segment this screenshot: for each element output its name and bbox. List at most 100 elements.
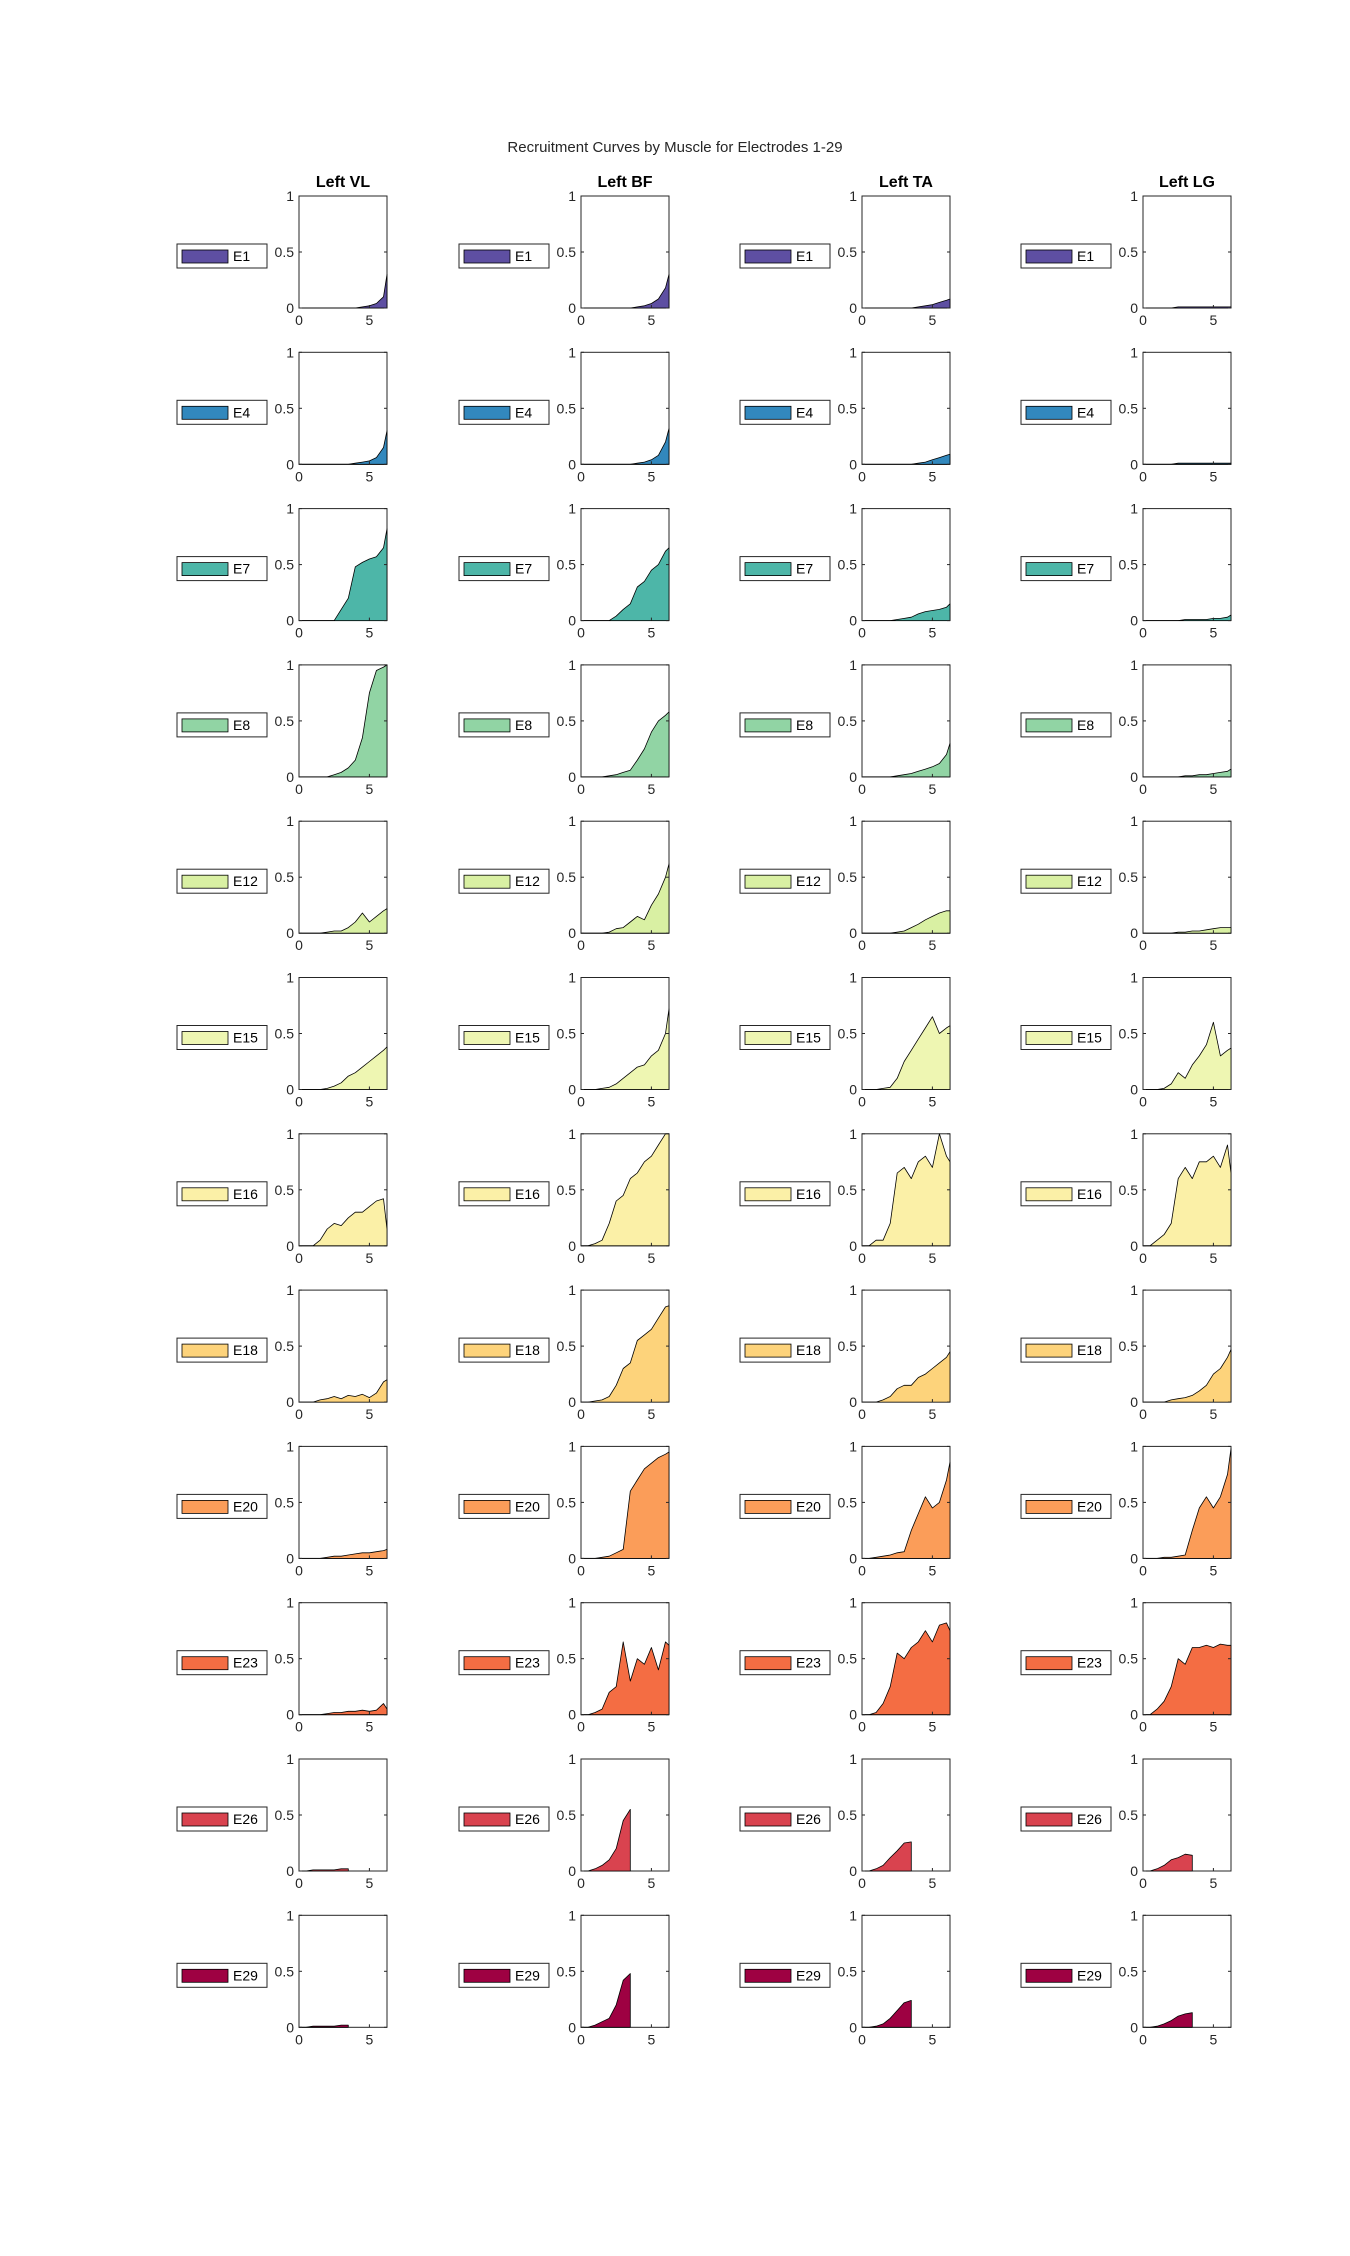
- y-tick-label: 0.5: [275, 400, 295, 416]
- legend-label: E18: [796, 1342, 821, 1358]
- y-tick-label: 0: [568, 456, 576, 472]
- y-tick-label: 1: [1130, 344, 1138, 360]
- axes-box: [861, 508, 951, 622]
- legend-label: E1: [796, 248, 813, 264]
- x-tick-label: 5: [648, 312, 656, 328]
- legend-label: E12: [1077, 873, 1102, 889]
- y-tick-label: 1: [849, 1126, 857, 1142]
- legend-e4: E4: [1020, 399, 1112, 425]
- y-tick-label: 0.5: [838, 557, 858, 573]
- legend-swatch: [463, 874, 511, 889]
- x-tick-label: 0: [295, 1562, 303, 1578]
- y-tick-label: 0.5: [1119, 713, 1139, 729]
- legend-e1: E1: [1020, 243, 1112, 269]
- y-tick-label: 0.5: [275, 1807, 295, 1823]
- y-tick-label: 0.5: [838, 1651, 858, 1667]
- legend-swatch: [181, 1500, 229, 1514]
- legend-label: E8: [515, 717, 532, 733]
- legend-swatch: [1025, 1968, 1073, 1983]
- legend-label: E4: [515, 404, 532, 420]
- x-tick-label: 0: [577, 1875, 585, 1891]
- y-tick-label: 0: [1130, 300, 1138, 316]
- panel-e23-left-lg: 0 0.5 1 0 5 E23: [1020, 1595, 1232, 1735]
- legend-e15: E15: [1020, 1025, 1112, 1050]
- legend-label: E23: [233, 1655, 258, 1671]
- legend-label: E12: [233, 873, 258, 889]
- x-tick-label: 5: [648, 1875, 656, 1891]
- panel-e12-left-lg: 0 0.5 1 0 5 E12: [1020, 813, 1232, 953]
- panel-e7-left-vl: 0 0.5 1 0 5 E7: [176, 501, 388, 641]
- y-tick-label: 0.5: [838, 869, 858, 885]
- panel-e29-left-vl: 0 0.5 1 0 5 E29: [176, 1907, 388, 2047]
- y-tick-label: 0: [568, 769, 576, 785]
- legend-e7: E7: [1020, 556, 1112, 582]
- y-tick-label: 0.5: [838, 1807, 858, 1823]
- panel-e26-left-vl: 0 0.5 1 0 5 E26: [176, 1751, 388, 1891]
- legend-swatch: [1025, 1031, 1073, 1045]
- legend-e23: E23: [1020, 1650, 1112, 1676]
- axes-box: [298, 1289, 388, 1403]
- legend-e12: E12: [1020, 868, 1112, 894]
- area-series: [1142, 306, 1232, 309]
- legend-swatch: [1025, 562, 1073, 576]
- y-tick-label: 0.5: [557, 1494, 577, 1510]
- area-series: [580, 711, 670, 778]
- y-tick-label: 0.5: [557, 1651, 577, 1667]
- y-tick-label: 1: [849, 1907, 857, 1923]
- area-series: [580, 863, 670, 934]
- legend-e23: E23: [739, 1650, 831, 1676]
- y-tick-label: 0: [849, 1394, 857, 1410]
- legend-label: E4: [796, 404, 813, 420]
- x-tick-label: 0: [295, 312, 303, 328]
- legend-label: E7: [515, 561, 532, 577]
- y-tick-label: 0.5: [1119, 1963, 1139, 1979]
- y-tick-label: 0: [1130, 1238, 1138, 1254]
- x-tick-label: 5: [929, 1562, 937, 1578]
- y-tick-label: 1: [1130, 813, 1138, 829]
- x-tick-label: 0: [295, 1250, 303, 1266]
- x-tick-label: 0: [295, 937, 303, 953]
- y-tick-label: 1: [1130, 1907, 1138, 1923]
- axes-box: [861, 664, 951, 778]
- y-tick-label: 0.5: [557, 400, 577, 416]
- x-tick-label: 5: [648, 1250, 656, 1266]
- column-title-left-lg: Left LG: [1159, 174, 1215, 191]
- x-tick-label: 5: [1210, 937, 1218, 953]
- y-tick-label: 0: [1130, 769, 1138, 785]
- y-tick-label: 1: [849, 1438, 857, 1454]
- x-tick-label: 0: [295, 1719, 303, 1735]
- legend-swatch: [181, 1343, 229, 1358]
- legend-e16: E16: [458, 1181, 550, 1207]
- y-tick-label: 0: [568, 1863, 576, 1879]
- legend-swatch: [181, 1187, 229, 1202]
- legend-label: E8: [796, 717, 813, 733]
- legend-swatch: [744, 874, 792, 889]
- x-tick-label: 5: [929, 1875, 937, 1891]
- x-tick-label: 0: [858, 1094, 866, 1110]
- y-tick-label: 0.5: [557, 1807, 577, 1823]
- panel-e23-left-bf: 0 0.5 1 0 5 E23: [458, 1595, 670, 1735]
- y-tick-label: 0.5: [838, 1963, 858, 1979]
- y-tick-label: 0: [849, 1863, 857, 1879]
- panel-e26-left-ta: 0 0.5 1 0 5 E26: [739, 1751, 951, 1891]
- panel-e16-left-bf: 0 0.5 1 0 5 E16: [458, 1126, 670, 1266]
- area-series: [298, 1198, 388, 1247]
- y-tick-label: 0: [849, 2019, 857, 2035]
- y-tick-label: 1: [849, 1595, 857, 1611]
- y-tick-label: 1: [286, 970, 294, 986]
- panel-e15-left-ta: 0 0.5 1 0 5 E15: [739, 970, 951, 1110]
- area-series: [1142, 927, 1232, 934]
- y-tick-label: 0: [1130, 2019, 1138, 2035]
- legend-label: E29: [1077, 1967, 1102, 1983]
- panel-e16-left-ta: 0 0.5 1 0 5 E16: [739, 1126, 951, 1266]
- legend-label: E16: [233, 1186, 258, 1202]
- area-series: [580, 1305, 670, 1403]
- x-tick-label: 5: [648, 937, 656, 953]
- panel-e7-left-ta: 0 0.5 1 0 5 E7: [739, 501, 951, 641]
- area-series: [298, 2024, 349, 2028]
- x-tick-label: 5: [1210, 1719, 1218, 1735]
- panel-e4-left-ta: 0 0.5 1 0 5 E4: [739, 344, 951, 484]
- legend-swatch: [463, 718, 511, 733]
- area-series: [1142, 2012, 1193, 2028]
- legend-e4: E4: [176, 399, 268, 425]
